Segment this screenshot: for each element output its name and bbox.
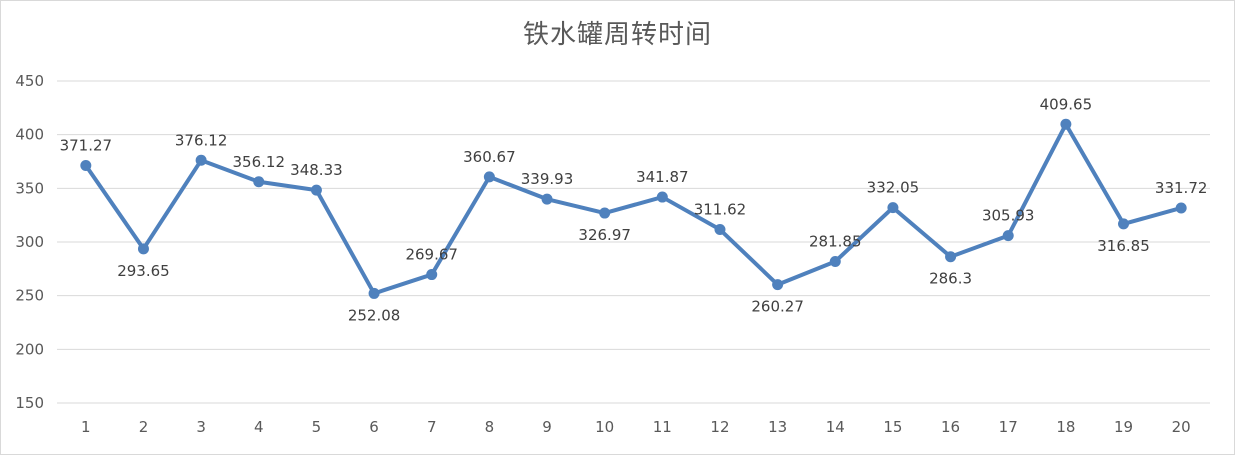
data-label: 311.62 xyxy=(694,201,747,219)
y-tick-label: 400 xyxy=(15,126,44,144)
y-tick-label: 450 xyxy=(15,72,44,90)
data-label: 341.87 xyxy=(636,168,689,186)
series-line xyxy=(83,122,1184,296)
data-point xyxy=(253,176,265,188)
data-label: 348.33 xyxy=(290,161,343,179)
y-tick-label: 250 xyxy=(15,287,44,305)
data-point xyxy=(1175,202,1187,214)
y-tick-label: 350 xyxy=(15,179,44,197)
data-point xyxy=(1060,118,1072,130)
data-label: 252.08 xyxy=(348,306,401,324)
data-point xyxy=(1002,230,1014,242)
x-tick-label: 4 xyxy=(254,418,264,436)
data-label: 293.65 xyxy=(117,262,170,280)
data-point xyxy=(195,154,207,166)
data-label: 339.93 xyxy=(521,170,574,188)
x-tick-label: 3 xyxy=(196,418,206,436)
x-tick-label: 20 xyxy=(1172,418,1191,436)
x-tick-label: 8 xyxy=(485,418,495,436)
data-point xyxy=(714,224,726,236)
data-label: 260.27 xyxy=(751,298,804,316)
x-tick-label: 18 xyxy=(1056,418,1075,436)
data-point xyxy=(656,191,668,203)
data-label: 331.72 xyxy=(1155,179,1208,197)
data-label: 371.27 xyxy=(60,137,113,155)
x-tick-label: 9 xyxy=(542,418,552,436)
data-label: 281.85 xyxy=(809,232,862,250)
data-point xyxy=(137,243,149,255)
data-point xyxy=(541,193,553,205)
x-tick-label: 12 xyxy=(710,418,729,436)
data-label: 332.05 xyxy=(867,179,920,197)
data-label: 356.12 xyxy=(233,153,286,171)
data-point xyxy=(426,269,438,281)
data-label: 326.97 xyxy=(578,226,631,244)
data-point xyxy=(310,184,322,196)
data-label: 409.65 xyxy=(1040,95,1093,113)
data-point xyxy=(1118,218,1130,230)
chart-title: 铁水罐周转时间 xyxy=(522,20,712,50)
data-label: 305.93 xyxy=(982,207,1035,225)
y-tick-label: 200 xyxy=(15,340,44,358)
x-tick-label: 6 xyxy=(369,418,379,436)
x-tick-label: 16 xyxy=(941,418,960,436)
x-tick-label: 15 xyxy=(883,418,902,436)
x-tick-label: 19 xyxy=(1114,418,1133,436)
data-point xyxy=(829,255,841,267)
data-point xyxy=(80,160,92,172)
data-label: 360.67 xyxy=(463,148,516,166)
y-axis: 150 200 250 300 350 400 450 xyxy=(15,72,44,412)
x-tick-label: 5 xyxy=(312,418,322,436)
data-label: 286.3 xyxy=(929,270,972,288)
data-point xyxy=(599,207,611,219)
x-tick-label: 1 xyxy=(81,418,91,436)
data-label: 376.12 xyxy=(175,131,228,149)
data-label: 316.85 xyxy=(1097,237,1150,255)
x-tick-label: 14 xyxy=(826,418,845,436)
x-axis: 1 2 3 4 5 6 7 8 9 10 11 12 13 14 15 16 17 18 19 20 xyxy=(81,418,1191,436)
data-point xyxy=(772,279,784,291)
y-tick-label: 300 xyxy=(15,233,44,251)
x-tick-label: 11 xyxy=(653,418,672,436)
data-point xyxy=(368,287,380,299)
data-point xyxy=(887,202,899,214)
data-label: 269.67 xyxy=(405,246,458,264)
series-layer xyxy=(80,118,1187,299)
x-tick-label: 17 xyxy=(999,418,1018,436)
data-point xyxy=(945,251,957,263)
data-labels: 371.27 293.65 376.12 356.12 348.33 252.08 269.… xyxy=(60,95,1208,324)
x-tick-label: 7 xyxy=(427,418,437,436)
data-point xyxy=(483,171,495,183)
grid-lines xyxy=(57,80,1210,404)
x-tick-label: 2 xyxy=(139,418,149,436)
x-tick-label: 10 xyxy=(595,418,614,436)
x-tick-label: 13 xyxy=(768,418,787,436)
y-tick-label: 150 xyxy=(15,394,44,412)
